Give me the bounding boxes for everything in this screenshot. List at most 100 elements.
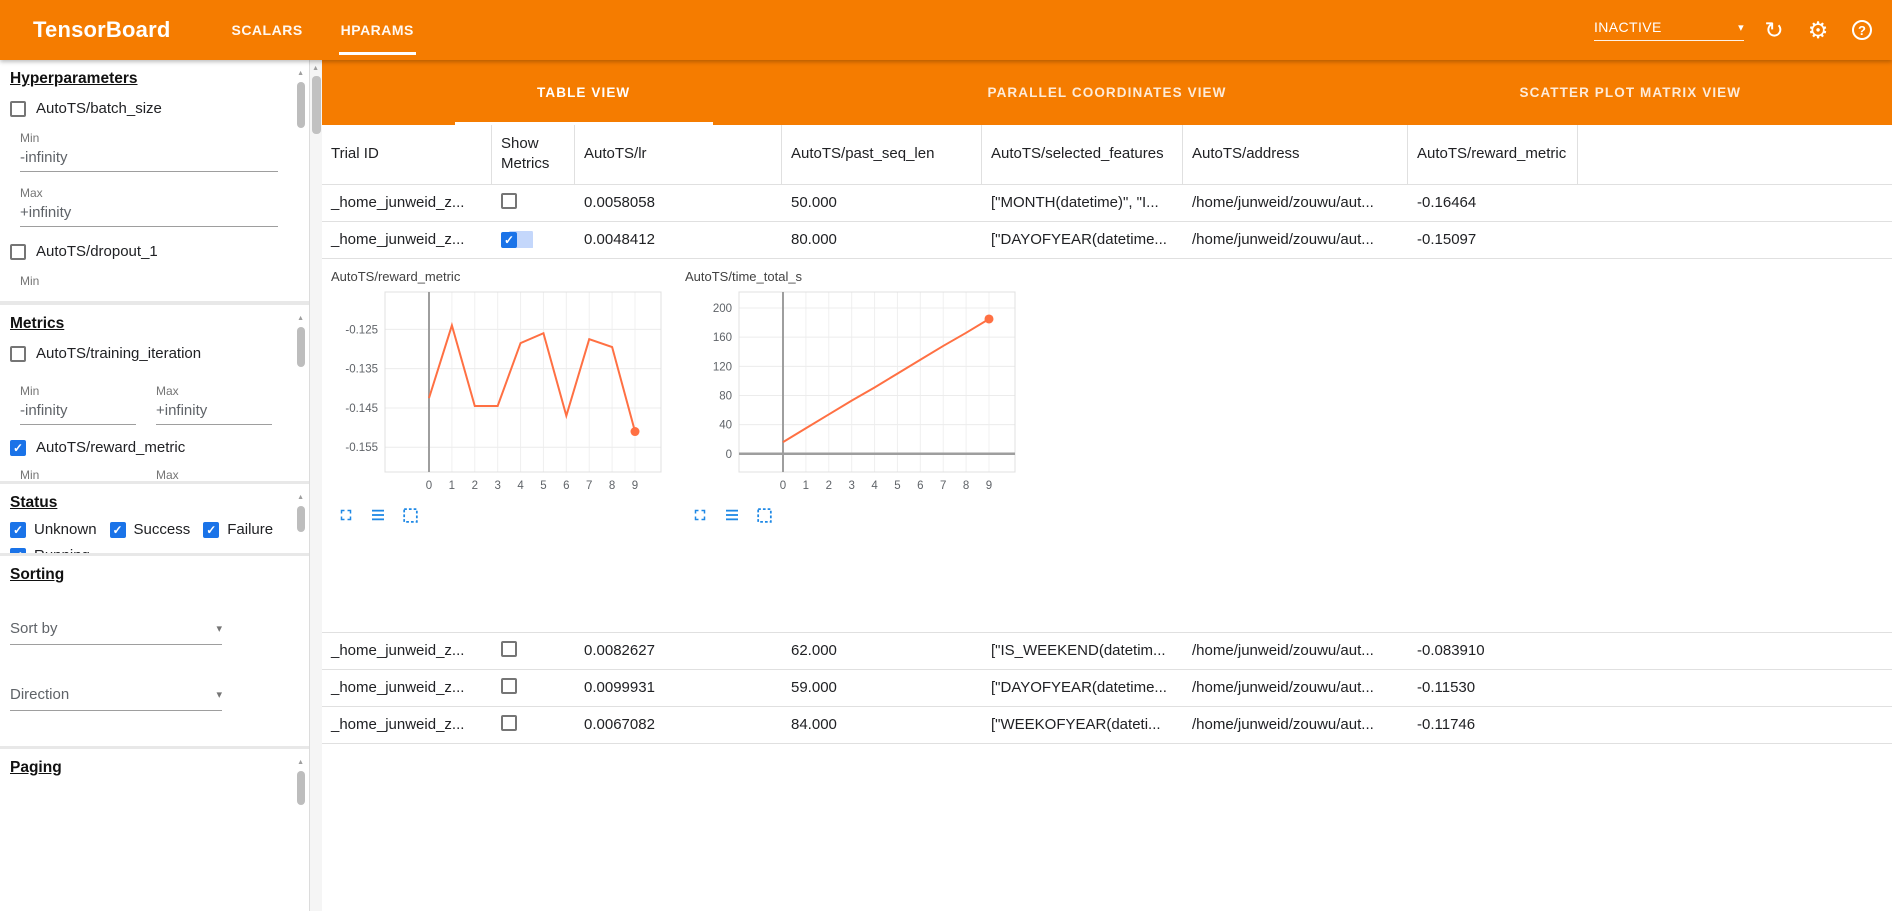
app-title: TensorBoard <box>33 17 171 42</box>
past-seq-len-cell: 50.000 <box>791 194 837 211</box>
fullscreen-icon[interactable] <box>337 506 355 524</box>
max-label: Max <box>156 384 179 398</box>
scroll-up-icon[interactable]: ▲ <box>297 315 304 322</box>
direction-select[interactable]: Direction ▾ <box>10 686 222 711</box>
column-header-autots-selected-features[interactable]: AutoTS/selected_features <box>982 125 1183 184</box>
address-cell: /home/junweid/zouwu/aut... <box>1192 679 1374 696</box>
max-input[interactable]: +infinity <box>156 398 272 425</box>
top-bar: TensorBoard SCALARS HPARAMS INACTIVE ▾ ↻ … <box>0 0 1892 60</box>
metric-reward-metric-checkbox[interactable]: ✓ <box>10 439 26 456</box>
scrollbar-thumb[interactable] <box>297 327 305 367</box>
scrollbar-thumb[interactable] <box>312 76 321 134</box>
max-label: Max <box>156 468 179 481</box>
reward-metric-cell: -0.11746 <box>1417 716 1476 733</box>
sort-by-select[interactable]: Sort by ▾ <box>10 620 222 645</box>
metric-label: AutoTS/reward_metric <box>36 439 186 456</box>
status-success-checkbox[interactable]: ✓ <box>109 521 126 538</box>
run-status-dropdown[interactable]: INACTIVE ▾ <box>1594 19 1744 41</box>
svg-text:7: 7 <box>586 480 592 492</box>
view-data-lines-icon[interactable] <box>369 506 387 524</box>
show-metrics-checkbox[interactable] <box>501 714 517 731</box>
column-header-show-metrics[interactable]: Show Metrics <box>492 125 575 184</box>
view-tab-table-view[interactable]: TABLE VIEW <box>322 60 845 125</box>
trial-id-cell: _home_junweid_z... <box>331 679 465 696</box>
lr-cell: 0.0099931 <box>584 679 655 696</box>
svg-text:5: 5 <box>894 480 900 492</box>
reward-metric-cell: -0.16464 <box>1417 194 1477 211</box>
show-metrics-cell <box>492 714 575 735</box>
selected-features-cell: ["DAYOFYEAR(datetime... <box>991 679 1167 696</box>
table-body: _home_junweid_z... 0.0058058 50.000 ["MONTH… <box>322 185 1892 744</box>
reward-metric-cell: -0.11530 <box>1417 679 1476 696</box>
show-metrics-checkbox[interactable]: ✓ <box>501 232 517 248</box>
column-header-autots-past-seq-len[interactable]: AutoTS/past_seq_len <box>782 125 982 184</box>
view-tab-scatter-plot-matrix-view[interactable]: SCATTER PLOT MATRIX VIEW <box>1519 85 1742 100</box>
question-mark-icon: ? <box>1852 20 1872 40</box>
view-tab-parallel-coordinates-view[interactable]: PARALLEL COORDINATES VIEW <box>987 85 1227 100</box>
min-input[interactable]: -infinity <box>20 145 278 172</box>
hparam-batch-size-checkbox[interactable] <box>10 100 26 117</box>
hparam-dropout-1-checkbox[interactable] <box>10 243 26 260</box>
scroll-up-icon[interactable]: ▲ <box>297 70 304 77</box>
selected-features-cell: ["DAYOFYEAR(datetime... <box>991 231 1167 248</box>
selected-features-cell: ["IS_WEEKEND(datetim... <box>991 642 1166 659</box>
view-data-lines-icon[interactable] <box>723 506 741 524</box>
scrollbar-thumb[interactable] <box>297 82 305 128</box>
trial-id-cell: _home_junweid_z... <box>331 231 465 248</box>
column-header-filler <box>1578 125 1892 184</box>
svg-text:0: 0 <box>726 448 732 460</box>
svg-text:-0.125: -0.125 <box>345 324 378 336</box>
show-metrics-checkbox[interactable] <box>501 677 517 694</box>
column-header-autots-lr[interactable]: AutoTS/lr <box>575 125 782 184</box>
tab-scalars[interactable]: SCALARS <box>231 22 303 38</box>
column-header-autots-reward-metric[interactable]: AutoTS/reward_metric <box>1408 125 1578 184</box>
help-icon[interactable]: ? <box>1848 16 1876 44</box>
metric-training-iteration-checkbox[interactable] <box>10 345 26 362</box>
max-input[interactable]: +infinity <box>20 200 278 227</box>
status-item: ✓ Failure <box>203 521 273 538</box>
lr-cell: 0.0082627 <box>584 642 655 659</box>
column-header-autots-address[interactable]: AutoTS/address <box>1183 125 1408 184</box>
past-seq-len-cell: 59.000 <box>791 679 837 696</box>
svg-text:-0.135: -0.135 <box>345 363 378 375</box>
address-cell: /home/junweid/zouwu/aut... <box>1192 716 1374 733</box>
refresh-icon[interactable]: ↻ <box>1764 16 1784 43</box>
settings-gear-icon[interactable]: ⚙ <box>1807 16 1829 43</box>
metrics-section: Metrics AutoTS/training_iteration Min -i… <box>0 305 309 481</box>
status-item: ✓ Running <box>10 547 90 553</box>
scroll-up-icon[interactable]: ▲ <box>297 759 304 766</box>
svg-text:1: 1 <box>449 480 455 492</box>
min-input[interactable]: -infinity <box>20 398 136 425</box>
metrics-heading: Metrics <box>10 315 65 332</box>
show-metrics-checkbox[interactable] <box>501 192 517 209</box>
scrollbar-thumb[interactable] <box>297 771 305 805</box>
chart-toolbar <box>337 506 683 525</box>
svg-text:4: 4 <box>871 480 878 492</box>
sort-by-value: Sort by <box>10 620 58 637</box>
status-unknown-checkbox[interactable]: ✓ <box>10 521 26 538</box>
top-tabs: SCALARS HPARAMS <box>212 0 432 60</box>
hparam-item: AutoTS/batch_size <box>10 100 299 117</box>
drag-zoom-frame-icon[interactable] <box>401 506 420 525</box>
time-total-chart-card: AutoTS/time_total_s 0 40 80 120 160 200 0 1 2 3 4 5… <box>685 267 1037 525</box>
scrollbar-thumb[interactable] <box>297 506 305 532</box>
svg-text:3: 3 <box>848 480 854 492</box>
show-metrics-checkbox[interactable] <box>501 640 517 657</box>
table-row: _home_junweid_z... 0.0067082 84.000 ["WEEKO… <box>322 707 1892 744</box>
reward-metric-cell: -0.15097 <box>1417 231 1477 248</box>
status-running-checkbox[interactable]: ✓ <box>10 547 26 553</box>
svg-text:6: 6 <box>563 480 569 492</box>
svg-text:80: 80 <box>719 390 732 402</box>
sidebar-scrollbar[interactable]: ▲ <box>309 60 322 911</box>
fullscreen-icon[interactable] <box>691 506 709 524</box>
column-header-trial-id[interactable]: Trial ID <box>322 125 492 184</box>
table-row: _home_junweid_z... 0.0082627 62.000 ["IS_WE… <box>322 633 1892 670</box>
status-failure-checkbox[interactable]: ✓ <box>203 521 220 538</box>
hyperparameters-heading: Hyperparameters <box>10 70 138 87</box>
svg-text:120: 120 <box>713 361 732 373</box>
tab-hparams[interactable]: HPARAMS <box>338 0 417 60</box>
chevron-down-icon: ▾ <box>1738 21 1744 34</box>
drag-zoom-frame-icon[interactable] <box>755 506 774 525</box>
scroll-up-icon[interactable]: ▲ <box>297 494 304 501</box>
scroll-up-icon[interactable]: ▲ <box>312 65 319 72</box>
